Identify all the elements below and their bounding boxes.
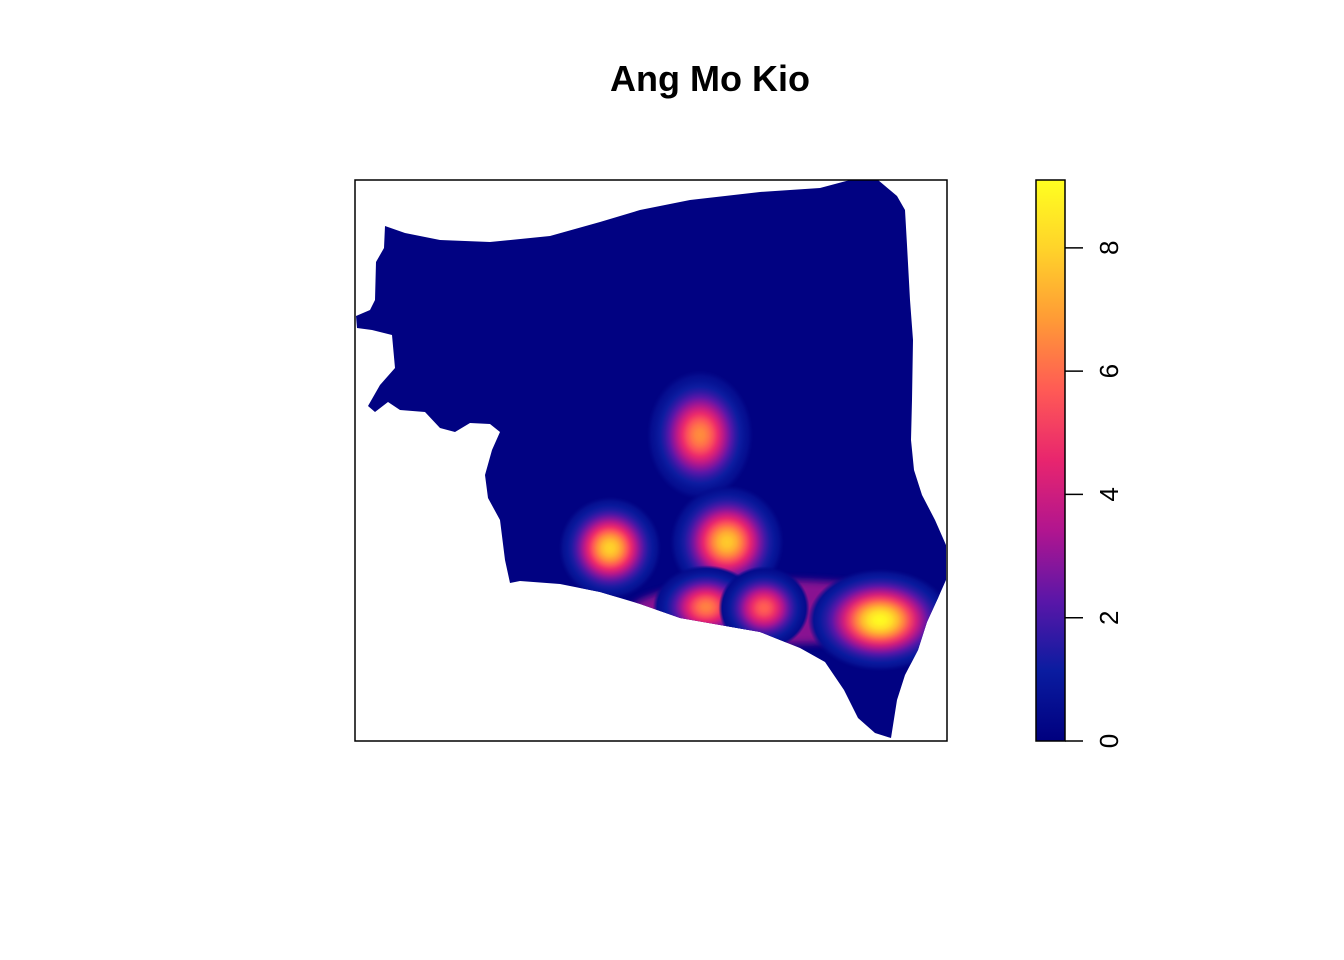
colorbar-gradient: [1035, 179, 1066, 742]
hotspot-west: [558, 496, 662, 600]
colorbar-tick-label: 4: [1094, 487, 1124, 501]
hotspot-north-central: [646, 370, 754, 500]
hotspot-south-east: [807, 568, 946, 672]
colorbar-tick-label: 2: [1094, 610, 1124, 624]
plot-frame: [354, 179, 948, 742]
colorbar: 0 2 4 6 8: [1035, 179, 1124, 748]
colorbar-tick-label: 0: [1094, 734, 1124, 748]
hotspot-south: [718, 566, 810, 650]
colorbar-tick-label: 8: [1094, 241, 1124, 255]
density-map: [356, 180, 946, 738]
chart-title: Ang Mo Kio: [610, 58, 810, 99]
colorbar-tick-label: 6: [1094, 364, 1124, 378]
